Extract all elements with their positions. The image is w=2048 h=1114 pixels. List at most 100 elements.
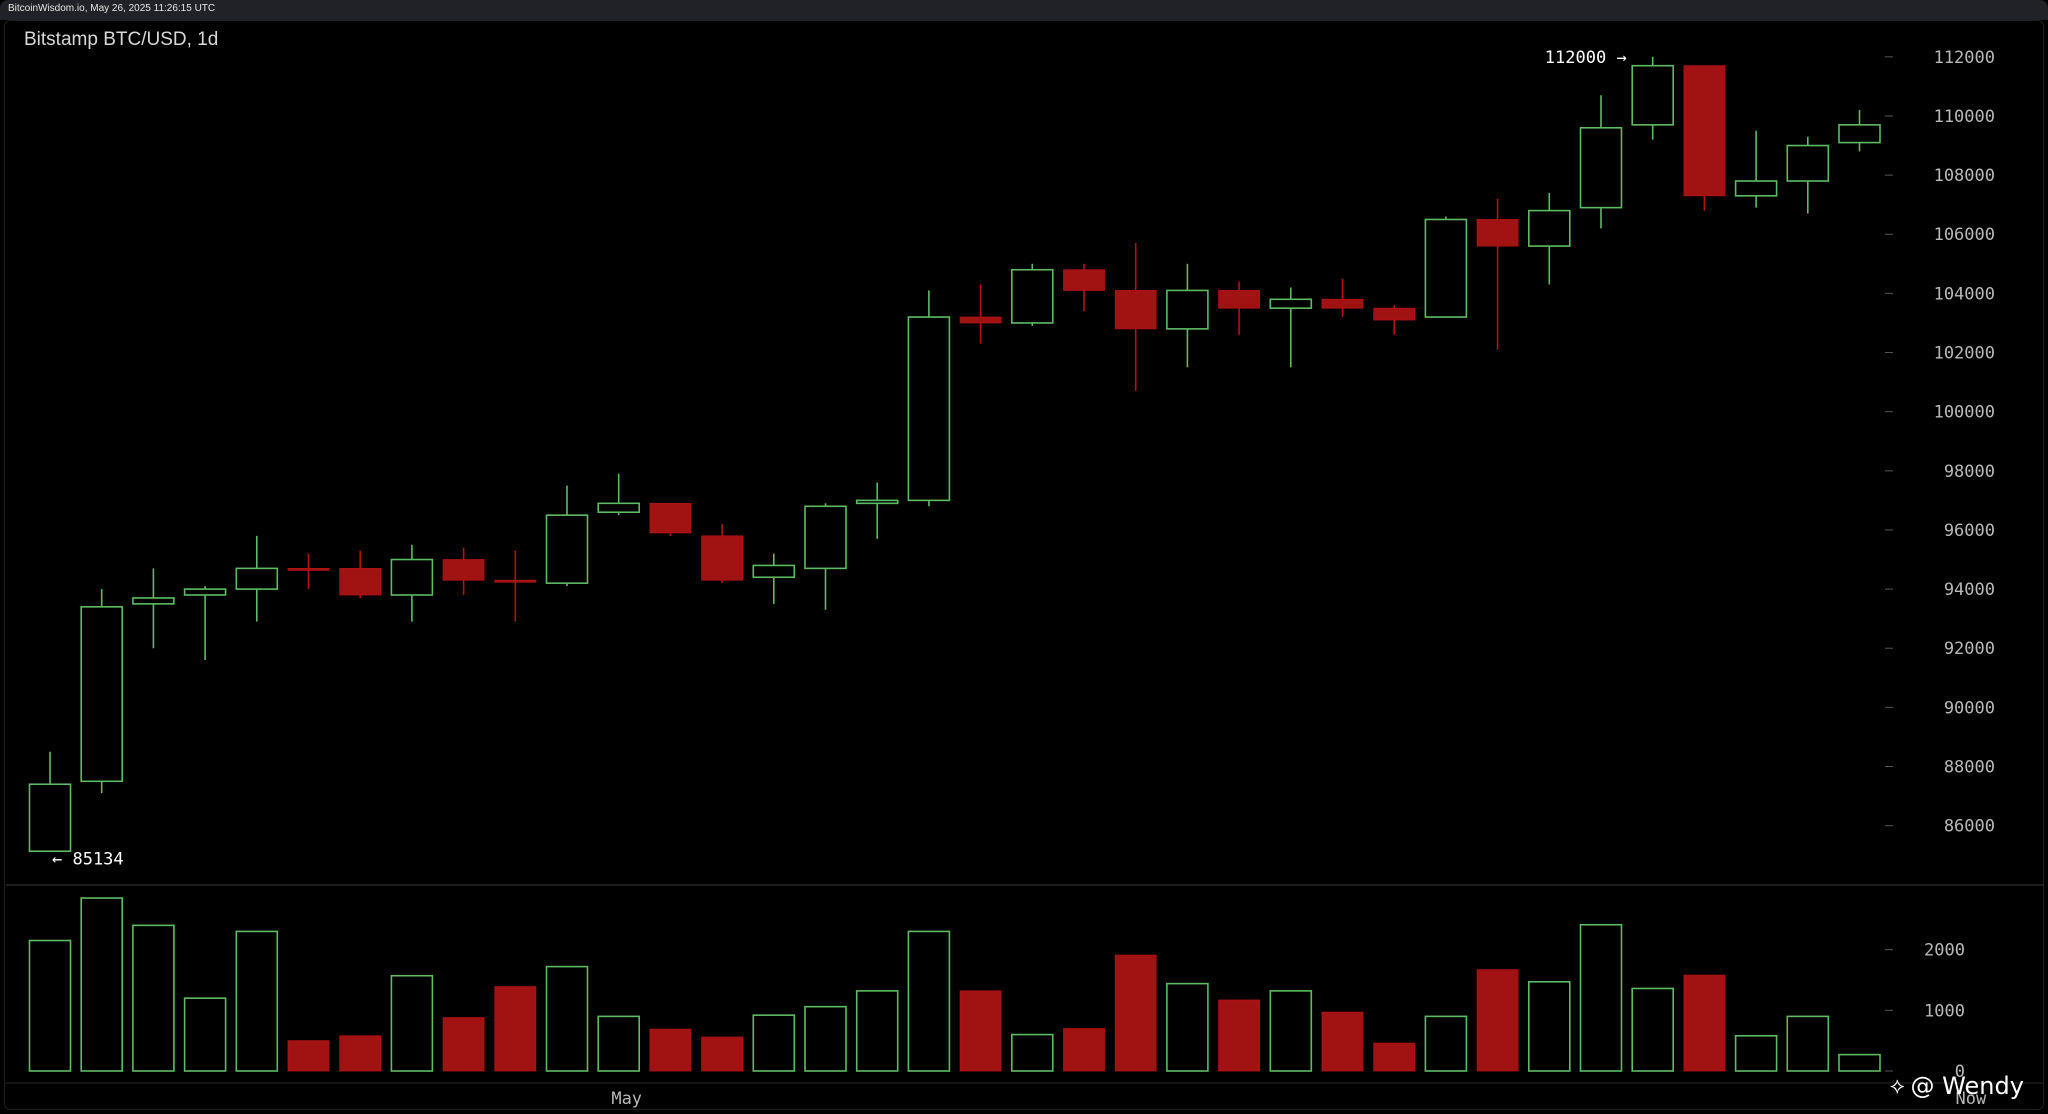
time-axis: May Now — [611, 1089, 1987, 1109]
candle-body-down — [494, 579, 537, 583]
candle — [1424, 216, 1468, 318]
price-tick-label: 90000 — [1944, 698, 1995, 718]
volume-bar-down — [1218, 999, 1260, 1072]
candle — [701, 524, 743, 584]
candle-body-down — [287, 567, 330, 571]
volume-bar-down — [494, 986, 537, 1072]
candle — [1838, 110, 1881, 152]
volume-bar-down — [1476, 969, 1519, 1072]
candle-body-up — [597, 502, 641, 514]
volume-bar-up — [1579, 923, 1623, 1072]
price-tick-label: 92000 — [1944, 639, 1995, 659]
volume-tick-label: 1000 — [1924, 1001, 1965, 1021]
price-tick-label: 88000 — [1944, 758, 1995, 778]
volume-bar-up — [183, 997, 227, 1072]
volume-bars-layer — [28, 897, 1881, 1072]
candle-body-down — [1114, 290, 1157, 330]
annotations-layer: 112000 → ← 85134 — [52, 48, 1627, 869]
volume-bar-up — [855, 990, 899, 1072]
candle — [1010, 263, 1054, 326]
candle-body-up — [1269, 298, 1313, 309]
candle-body-up — [1424, 218, 1468, 318]
price-tick-label: 100000 — [1934, 403, 1995, 423]
volume-bar-up — [1786, 1015, 1830, 1072]
volume-bar-up — [28, 939, 72, 1072]
candle — [545, 485, 589, 587]
candle — [1579, 95, 1623, 229]
volume-bar-up — [907, 930, 951, 1072]
volume-bar-up — [235, 930, 279, 1072]
candle — [1063, 263, 1105, 312]
candle-body-up — [1734, 180, 1778, 197]
price-tick-label: 108000 — [1934, 166, 1995, 186]
candle-body-down — [1373, 307, 1416, 321]
candle-body-up — [1010, 268, 1054, 324]
volume-bar-up — [1424, 1015, 1468, 1072]
volume-bar-down — [1063, 1028, 1105, 1072]
candle — [1631, 56, 1674, 140]
candle-body-up — [390, 558, 434, 596]
volume-bar-down — [339, 1035, 382, 1072]
candle — [597, 473, 641, 516]
candle-body-up — [1579, 126, 1623, 209]
volume-bar-up — [80, 897, 123, 1072]
candle — [1476, 198, 1519, 350]
candle-body-up — [1631, 64, 1674, 126]
candle-body-up — [545, 514, 589, 584]
candle — [1114, 243, 1157, 391]
time-axis-label: Now — [1956, 1089, 1987, 1109]
volume-tick-label: 0 — [1955, 1062, 1965, 1082]
volume-bar-up — [1528, 980, 1571, 1072]
volume-bar-up — [1166, 982, 1209, 1072]
volume-bar-up — [132, 924, 175, 1072]
volume-bar-down — [649, 1028, 692, 1072]
price-tick-label: 104000 — [1934, 284, 1995, 304]
price-tick-label: 102000 — [1934, 344, 1995, 364]
candle — [1218, 281, 1260, 335]
price-tick-label: 94000 — [1944, 580, 1995, 600]
source-timestamp: BitcoinWisdom.io, May 26, 2025 11:26:15 … — [8, 3, 216, 14]
volume-bar-down — [1114, 954, 1157, 1072]
candles-layer — [28, 56, 1881, 853]
candle — [1734, 130, 1778, 208]
candle — [959, 284, 1002, 344]
candle — [1786, 136, 1830, 214]
candle-body-up — [183, 588, 227, 596]
volume-bar-up — [1269, 990, 1313, 1072]
price-tick-label: 98000 — [1944, 462, 1995, 482]
volume-bar-up — [390, 974, 434, 1072]
time-axis-label: May — [611, 1089, 642, 1109]
candle-body-up — [804, 505, 847, 570]
candle — [339, 550, 382, 598]
candle — [752, 553, 796, 604]
browser-title-bar: BitcoinWisdom.io, May 26, 2025 11:26:15 … — [0, 0, 2048, 20]
candle — [804, 503, 847, 610]
volume-bar-up — [597, 1015, 641, 1072]
price-tick-label: 96000 — [1944, 521, 1995, 541]
candle-body-up — [235, 567, 279, 590]
chart-title: Bitstamp BTC/USD, 1d — [24, 29, 219, 50]
candle — [132, 568, 175, 649]
candle-body-down — [959, 316, 1002, 324]
candle-body-up — [80, 606, 123, 783]
candle-body-up — [1838, 124, 1881, 144]
candle-body-down — [1683, 65, 1726, 197]
candle-body-up — [1528, 209, 1571, 247]
volume-bar-up — [752, 1014, 796, 1072]
candle — [1166, 263, 1209, 368]
candle — [390, 544, 434, 622]
candle-body-down — [1476, 219, 1519, 247]
candle-body-up — [1166, 289, 1209, 330]
candle — [649, 502, 692, 536]
candle — [1269, 287, 1313, 368]
candle-body-up — [907, 316, 951, 502]
candle — [907, 290, 951, 507]
watermark: ⟡ @ Wendy — [1890, 1072, 2024, 1100]
candle — [183, 586, 227, 661]
price-tick-label: 86000 — [1944, 817, 1995, 837]
volume-bar-up — [1734, 1035, 1778, 1072]
price-tick-label: 106000 — [1934, 225, 1995, 245]
volume-bar-down — [442, 1017, 485, 1072]
price-axis: 86000 88000 90000 92000 94000 96000 98000 10000… — [1885, 48, 1995, 837]
